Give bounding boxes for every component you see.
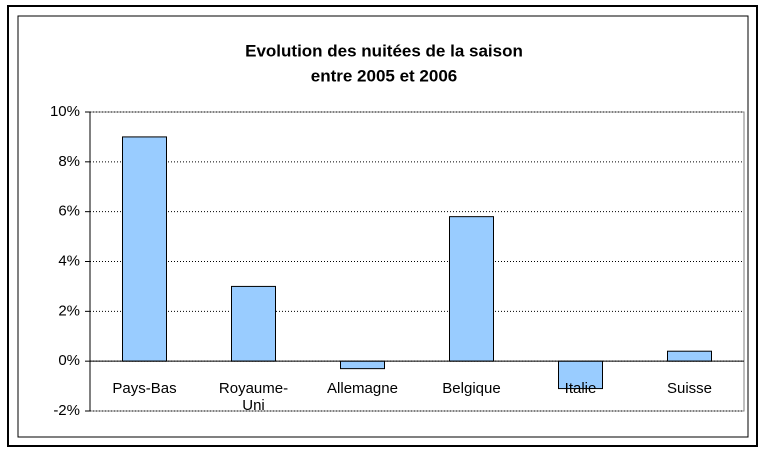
y-tick-label: 10% xyxy=(50,103,80,120)
y-tick-label: 6% xyxy=(58,203,80,220)
x-tick-label: Italie xyxy=(564,380,597,398)
x-tick-label: Suisse xyxy=(666,380,713,398)
y-tick-label: 4% xyxy=(58,252,80,269)
x-tick-label: Belgique xyxy=(442,380,501,398)
bar xyxy=(340,360,385,370)
bar xyxy=(667,350,712,362)
y-tick-label: 2% xyxy=(58,302,80,319)
bar xyxy=(122,136,167,362)
x-tick-label: Allemagne xyxy=(327,380,398,398)
bar xyxy=(231,285,276,362)
x-tick-label: Pays-Bas xyxy=(112,380,177,398)
y-tick-label: 0% xyxy=(58,352,80,369)
y-tick-label: 8% xyxy=(58,153,80,170)
x-tick-label: Royaume-Uni xyxy=(218,380,289,415)
chart-area xyxy=(17,15,749,438)
y-tick-label: -2% xyxy=(53,402,80,419)
chart-title: Evolution des nuitées de la saison xyxy=(245,41,523,60)
bar xyxy=(449,216,494,362)
chart-title: entre 2005 et 2006 xyxy=(311,66,458,85)
bar xyxy=(558,360,603,390)
